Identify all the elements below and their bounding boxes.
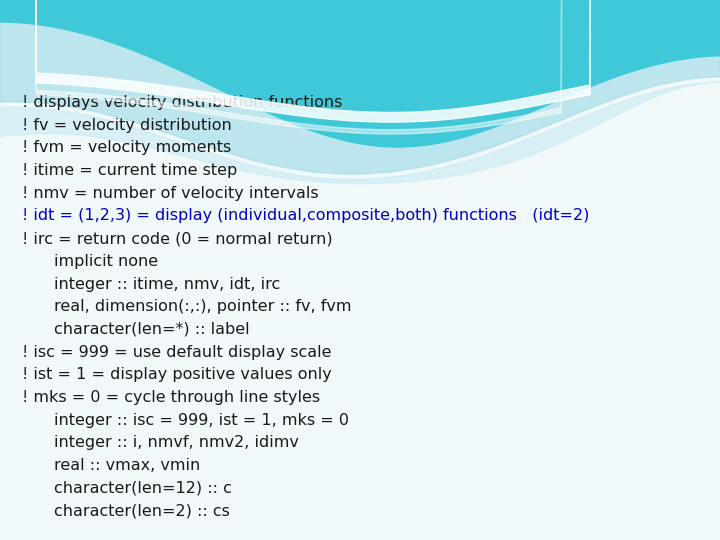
Text: integer :: i, nmvf, nmv2, idimv: integer :: i, nmvf, nmv2, idimv: [54, 435, 299, 450]
Text: ! fvm = velocity moments: ! fvm = velocity moments: [22, 140, 231, 156]
Text: character(len=*) :: label: character(len=*) :: label: [54, 322, 250, 337]
Text: integer :: isc = 999, ist = 1, mks = 0: integer :: isc = 999, ist = 1, mks = 0: [54, 413, 349, 428]
Text: real :: vmax, vmin: real :: vmax, vmin: [54, 458, 200, 473]
Text: ! itime = current time step: ! itime = current time step: [22, 163, 237, 178]
Text: ! ist = 1 = display positive values only: ! ist = 1 = display positive values only: [22, 367, 331, 382]
Text: ! idt = (1,2,3) = display (individual,composite,both) functions   (idt=2): ! idt = (1,2,3) = display (individual,co…: [22, 208, 589, 224]
Text: real, dimension(:,:), pointer :: fv, fvm: real, dimension(:,:), pointer :: fv, fvm: [54, 299, 351, 314]
Text: character(len=12) :: c: character(len=12) :: c: [54, 481, 232, 496]
Text: ! nmv = number of velocity intervals: ! nmv = number of velocity intervals: [22, 186, 318, 201]
Text: ! fv = velocity distribution: ! fv = velocity distribution: [22, 118, 231, 133]
Text: integer :: itime, nmv, idt, irc: integer :: itime, nmv, idt, irc: [54, 276, 280, 292]
Text: ! displays velocity distribution functions: ! displays velocity distribution functio…: [22, 95, 342, 110]
Text: ! irc = return code (0 = normal return): ! irc = return code (0 = normal return): [22, 231, 332, 246]
Text: implicit none: implicit none: [54, 254, 158, 269]
Text: ! isc = 999 = use default display scale: ! isc = 999 = use default display scale: [22, 345, 331, 360]
Text: character(len=2) :: cs: character(len=2) :: cs: [54, 503, 230, 518]
Text: ! mks = 0 = cycle through line styles: ! mks = 0 = cycle through line styles: [22, 390, 320, 405]
